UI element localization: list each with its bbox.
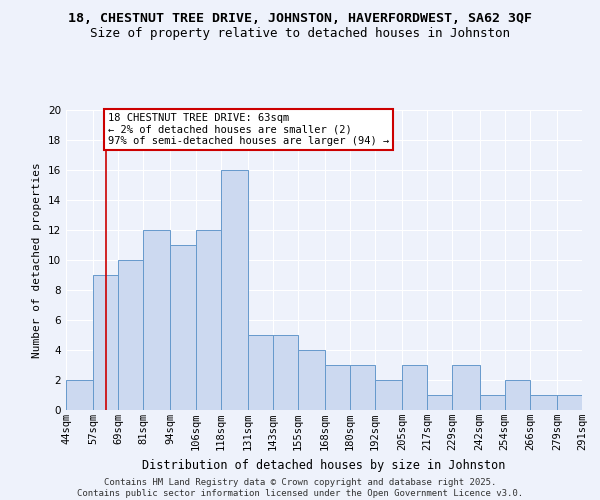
Bar bbox=[298, 350, 325, 410]
Bar bbox=[170, 245, 196, 410]
Bar bbox=[196, 230, 221, 410]
Text: 18 CHESTNUT TREE DRIVE: 63sqm
← 2% of detached houses are smaller (2)
97% of sem: 18 CHESTNUT TREE DRIVE: 63sqm ← 2% of de… bbox=[108, 113, 389, 146]
Y-axis label: Number of detached properties: Number of detached properties bbox=[32, 162, 43, 358]
Bar bbox=[143, 230, 170, 410]
Bar bbox=[479, 395, 505, 410]
Bar bbox=[452, 365, 479, 410]
Bar bbox=[350, 365, 375, 410]
Bar bbox=[505, 380, 530, 410]
Text: Size of property relative to detached houses in Johnston: Size of property relative to detached ho… bbox=[90, 28, 510, 40]
Bar bbox=[93, 275, 118, 410]
Bar bbox=[221, 170, 248, 410]
Text: Contains HM Land Registry data © Crown copyright and database right 2025.
Contai: Contains HM Land Registry data © Crown c… bbox=[77, 478, 523, 498]
Bar bbox=[375, 380, 403, 410]
Bar bbox=[118, 260, 143, 410]
Bar bbox=[248, 335, 273, 410]
X-axis label: Distribution of detached houses by size in Johnston: Distribution of detached houses by size … bbox=[142, 458, 506, 471]
Bar bbox=[582, 395, 600, 410]
Bar bbox=[530, 395, 557, 410]
Bar bbox=[66, 380, 93, 410]
Text: 18, CHESTNUT TREE DRIVE, JOHNSTON, HAVERFORDWEST, SA62 3QF: 18, CHESTNUT TREE DRIVE, JOHNSTON, HAVER… bbox=[68, 12, 532, 26]
Bar bbox=[403, 365, 427, 410]
Bar bbox=[427, 395, 452, 410]
Bar bbox=[557, 395, 582, 410]
Bar bbox=[273, 335, 298, 410]
Bar bbox=[325, 365, 350, 410]
